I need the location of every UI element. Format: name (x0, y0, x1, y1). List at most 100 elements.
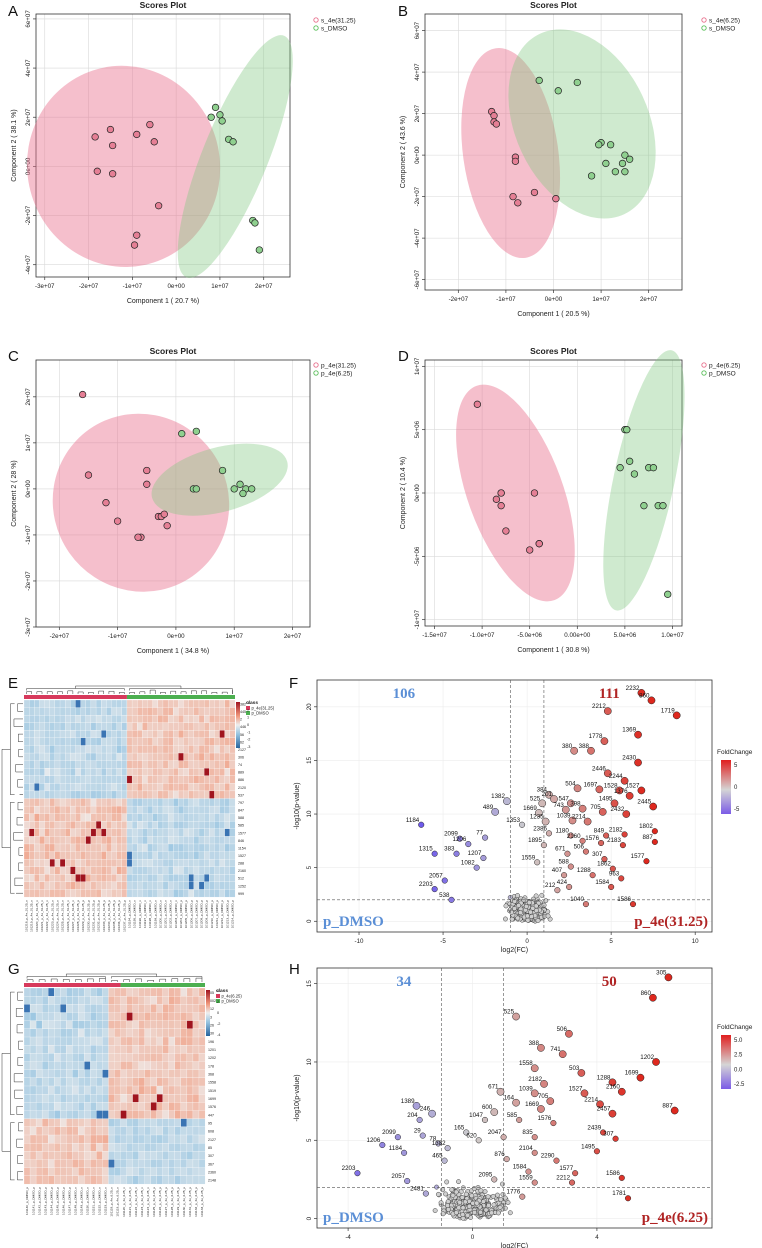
heatmap-cell (23, 1061, 31, 1070)
heatmap-cell (49, 722, 56, 731)
heatmap-cell (188, 858, 195, 867)
heatmap-cell (78, 1110, 85, 1119)
point-label: 2095 (479, 1171, 493, 1178)
heatmap-cell (114, 1004, 121, 1013)
heatmap-cell (23, 699, 30, 708)
point-label: 525 (504, 1009, 515, 1016)
labeled-point (412, 1101, 421, 1110)
heatmap-cell (152, 783, 159, 792)
heatmap-cell (121, 836, 128, 845)
heatmap-cell (174, 1045, 182, 1054)
heatmap-cell (34, 843, 40, 852)
data-point (492, 120, 501, 128)
heatmap-cell (156, 1077, 163, 1087)
heatmap-cell (214, 775, 220, 784)
heatmap-cell (116, 737, 123, 746)
heatmap-cell (173, 798, 179, 807)
point-label: 164 (504, 1095, 515, 1102)
dendrogram-branch (75, 979, 82, 982)
heatmap-cell (78, 1151, 85, 1160)
point-label: 380 (562, 743, 573, 750)
heatmap-cell (178, 775, 184, 784)
heatmap-cell (85, 760, 92, 769)
heatmap-cell (108, 1012, 115, 1021)
heatmap-cell (180, 1167, 188, 1177)
heat-colorbar-tick: 1 (247, 716, 249, 720)
column-label: 101120_p_4e_6.25_n (122, 1187, 126, 1217)
heatmap-cell (116, 889, 123, 898)
heatmap-cell (49, 737, 56, 746)
row-label: 288 (238, 862, 244, 866)
heatmap-cell (44, 752, 50, 761)
heatmap-cell (78, 1004, 85, 1013)
heatmap-cell (34, 858, 40, 867)
heatmap-cell (229, 752, 236, 761)
row-label: 2120 (238, 786, 246, 790)
heatmap-cell (168, 1175, 176, 1185)
background-point (502, 1195, 508, 1201)
heatmap-cell (106, 874, 112, 883)
heatmap-cell (142, 821, 148, 830)
heatmap-cell (132, 1053, 139, 1062)
heatmap-cell (167, 805, 174, 814)
heatmap-cell (29, 843, 35, 852)
heatmap-cell (167, 843, 174, 852)
heatmap-cell (156, 1020, 163, 1030)
heatmap-cell (174, 1085, 182, 1095)
point-label: 1039 (557, 812, 571, 819)
heatmap-cell (80, 783, 86, 792)
point-label: 506 (574, 844, 585, 851)
data-point (530, 489, 539, 497)
dendrogram-branch (18, 749, 23, 758)
heatmap-cell (23, 1143, 31, 1152)
heatmap-cell (72, 1159, 79, 1168)
heatmap-cell (84, 1102, 91, 1111)
labeled-point (608, 1109, 617, 1118)
heatmap-cell (157, 866, 164, 875)
heatmap-cell (106, 881, 112, 890)
heatmap-cell (193, 828, 200, 837)
heatmap-cell (85, 737, 92, 746)
heatmap-cell (157, 722, 164, 731)
heatmap-cell (186, 1085, 194, 1095)
heatmap-cell (138, 1175, 145, 1185)
background-point (497, 1204, 503, 1210)
heatmap-cell (162, 715, 169, 723)
point-label: 2057 (429, 873, 443, 880)
heatmap-cell (198, 858, 205, 867)
dendrogram-branch (211, 692, 218, 694)
heat-colorbar-tick: 2 (217, 1000, 219, 1004)
heatmap-cell (152, 866, 159, 875)
heat-colorbar-tick: 3 (247, 701, 249, 705)
point-label: 1559 (519, 1175, 533, 1182)
heatmap-cell (72, 1175, 79, 1185)
heatmap-cell (203, 730, 210, 739)
heatmap-cell (162, 707, 169, 716)
y-tick-label: -1e+07 (414, 609, 421, 629)
heatmap-cell (23, 1167, 31, 1177)
heatmap-cell (102, 1045, 109, 1054)
heatmap-cell (29, 730, 35, 739)
heatmap-cell (72, 1110, 79, 1119)
heatmap-cell (54, 730, 61, 739)
heatmap-cell (147, 798, 153, 807)
heatmap-cell (162, 843, 169, 852)
heatmap-cell (193, 752, 200, 761)
point-label: 671 (555, 846, 566, 853)
heatmap-cell (35, 1118, 43, 1128)
heatmap-cell (214, 843, 220, 852)
heatmap-cell (35, 987, 43, 997)
confidence-ellipse (603, 350, 685, 611)
heatmap-cell (188, 798, 195, 807)
heatmap-cell (116, 699, 123, 708)
heatmap-cell (90, 1094, 97, 1103)
x-tick-label: -1e+07 (496, 296, 516, 303)
heatmap-cell (111, 775, 117, 784)
point-label: 585 (507, 1112, 518, 1119)
heatmap-cell (72, 1053, 79, 1062)
heatmap-cell (209, 707, 215, 716)
heatmap-cell (95, 866, 102, 875)
heatmap-cell (114, 1012, 121, 1021)
heatmap-cell (90, 874, 97, 883)
heatmap-cell (219, 813, 225, 822)
